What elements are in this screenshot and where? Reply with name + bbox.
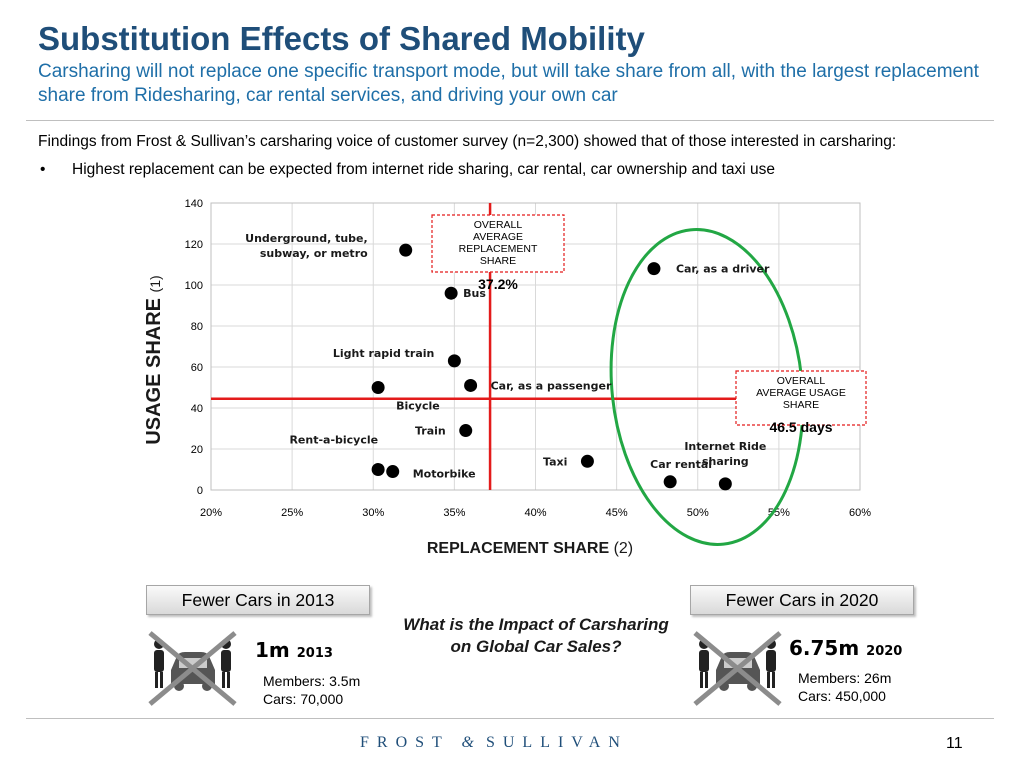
frost-sullivan-logo: FROST & SULLIVAN bbox=[360, 734, 628, 751]
data-point bbox=[371, 463, 385, 476]
data-point-label-line: Car, as a passenger bbox=[491, 379, 612, 392]
plot-area bbox=[210, 202, 861, 491]
y-axis-note: (1) bbox=[147, 275, 163, 292]
data-point bbox=[663, 475, 677, 489]
x-axis-label: REPLACEMENT SHARE (2) bbox=[427, 540, 633, 557]
annotation-label-line: SHARE bbox=[480, 255, 516, 267]
x-tick-label: 30% bbox=[362, 507, 384, 519]
data-point-label: Car, as a driver bbox=[676, 263, 770, 276]
fewer-cars-2020-box: Fewer Cars in 2020 bbox=[690, 585, 914, 615]
annotation-box bbox=[735, 370, 867, 426]
y-tick-label: 20 bbox=[191, 444, 203, 456]
cars-2013: Cars: 70,000 bbox=[263, 691, 344, 707]
annotation-label-line: AVERAGE USAGE bbox=[756, 387, 846, 399]
data-point-label-line: Car, as a driver bbox=[676, 263, 770, 276]
y-axis-title: USAGE SHARE bbox=[143, 292, 165, 444]
x-tick-label: 35% bbox=[443, 507, 465, 519]
data-point-label: Taxi bbox=[543, 455, 567, 468]
bullet-text: Highest replacement can be expected from… bbox=[72, 161, 776, 178]
data-point bbox=[447, 354, 461, 368]
x-tick-label: 40% bbox=[524, 507, 546, 519]
data-point bbox=[399, 243, 413, 257]
fewer-cars-2013-box: Fewer Cars in 2013 bbox=[146, 585, 370, 615]
data-point bbox=[444, 286, 458, 300]
data-point-label-line: Rent-a-bicycle bbox=[289, 434, 378, 447]
members-2020: Members: 26m bbox=[798, 670, 892, 686]
data-point-label: Car rental bbox=[650, 458, 712, 471]
fewer-cars-2013-label: Fewer Cars in 2013 bbox=[181, 590, 335, 610]
y-tick-label: 0 bbox=[197, 485, 203, 497]
car-crossed-icon bbox=[148, 631, 237, 706]
data-point-label: Underground, tube, subway, or metro bbox=[245, 232, 368, 260]
data-point-label-line: Bicycle bbox=[396, 400, 440, 413]
car-crossed-icon-2020 bbox=[693, 631, 782, 706]
data-point-label: Car, as a passenger bbox=[491, 379, 612, 392]
annotation-label-line: OVERALL bbox=[777, 375, 826, 387]
value-2020: 6.75m 2020 bbox=[789, 636, 903, 660]
x-tick-label: 20% bbox=[200, 507, 222, 519]
annotation-label: OVERALL AVERAGE REPLACEMENT SHARE bbox=[459, 219, 538, 267]
page-title: Substitution Effects of Shared Mobility bbox=[38, 20, 645, 57]
value-2013: 1m 2013 bbox=[255, 638, 333, 662]
data-point-label-line: Internet Ride bbox=[684, 440, 766, 453]
findings-text: Findings from Frost & Sullivan’s carshar… bbox=[38, 133, 897, 150]
divider-top bbox=[26, 120, 994, 121]
data-point bbox=[459, 424, 473, 438]
data-point-label: Rent-a-bicycle bbox=[289, 434, 378, 447]
cars-2020: Cars: 450,000 bbox=[798, 688, 886, 704]
data-point-label: Internet Ride sharing bbox=[684, 440, 766, 468]
page-number: 11 bbox=[946, 735, 963, 752]
y-axis-label: USAGE SHARE (1) bbox=[143, 275, 165, 444]
annotation-label-line: SHARE bbox=[783, 399, 819, 411]
data-point-label-line: Light rapid train bbox=[333, 347, 434, 360]
y-tick-label: 80 bbox=[191, 321, 203, 333]
y-tick-label: 40 bbox=[191, 403, 203, 415]
data-point bbox=[386, 465, 400, 479]
bullet-marker: • bbox=[40, 161, 46, 178]
y-tick-label: 60 bbox=[191, 362, 203, 374]
data-point bbox=[647, 262, 661, 276]
annotation-box bbox=[431, 214, 565, 273]
data-point-label: Light rapid train bbox=[333, 347, 434, 360]
annotation-value: 46.5 days bbox=[769, 419, 832, 435]
annotation-label: OVERALL AVERAGE USAGE SHARE bbox=[756, 375, 846, 411]
divider-bottom bbox=[26, 718, 994, 719]
x-tick-label: 60% bbox=[849, 507, 871, 519]
annotation-label-line: AVERAGE bbox=[473, 231, 523, 243]
data-point-label-line: Bus bbox=[463, 287, 486, 300]
data-point-label: Train bbox=[415, 425, 446, 438]
data-point bbox=[371, 381, 385, 394]
y-tick-label: 100 bbox=[185, 280, 203, 292]
data-point-label-line: Underground, tube, bbox=[245, 232, 368, 245]
data-point-label: Bus bbox=[463, 287, 486, 300]
annotation-label-line: OVERALL bbox=[474, 219, 523, 231]
annotation-value: 37.2% bbox=[478, 276, 518, 292]
y-tick-label: 120 bbox=[185, 239, 203, 251]
data-point bbox=[464, 378, 478, 392]
data-point-label-line: Train bbox=[415, 425, 446, 438]
data-point-label-line: sharing bbox=[702, 455, 749, 468]
data-point-label-line: Car rental bbox=[650, 458, 712, 471]
x-axis-title: REPLACEMENT SHARE bbox=[427, 540, 614, 557]
y-tick-label: 140 bbox=[185, 198, 203, 210]
data-point-label-line: Taxi bbox=[543, 455, 567, 468]
members-2013: Members: 3.5m bbox=[263, 673, 361, 689]
page-subtitle: Carsharing will not replace one specific… bbox=[38, 61, 979, 106]
impact-question: What is the Impact of Carsharing on Glob… bbox=[403, 615, 669, 656]
data-point-label-line: Motorbike bbox=[413, 468, 476, 481]
x-axis-note: (2) bbox=[614, 540, 634, 557]
annotation-label-line: REPLACEMENT bbox=[459, 243, 538, 255]
data-point-label: Motorbike bbox=[413, 468, 476, 481]
data-point bbox=[718, 477, 732, 491]
fewer-cars-2020-label: Fewer Cars in 2020 bbox=[725, 590, 879, 610]
data-point-label: Bicycle bbox=[396, 400, 440, 413]
data-point-label-line: subway, or metro bbox=[260, 247, 368, 260]
x-tick-label: 50% bbox=[687, 507, 709, 519]
data-point bbox=[580, 454, 594, 468]
x-tick-label: 25% bbox=[281, 507, 303, 519]
x-tick-label: 45% bbox=[606, 507, 628, 519]
